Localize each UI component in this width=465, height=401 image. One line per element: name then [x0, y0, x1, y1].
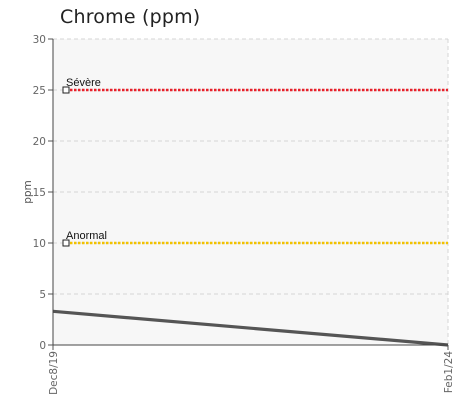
threshold-label: Anormal [66, 230, 107, 242]
chart-title: Chrome (ppm) [60, 6, 201, 28]
y-tick-label: 30 [33, 34, 46, 46]
y-tick-label: 25 [33, 85, 46, 97]
y-tick-label: 15 [33, 187, 46, 199]
threshold-label: Sévère [66, 77, 101, 89]
y-tick-label: 5 [39, 289, 46, 301]
threshold-marker [62, 239, 70, 247]
y-tick-label: 10 [33, 238, 46, 250]
y-axis-title: ppm [22, 180, 34, 204]
series-line [52, 309, 449, 347]
y-tick-label: 0 [39, 340, 46, 352]
x-tick-label: Feb1/24 [443, 351, 455, 393]
x-tick-label: Dec8/19 [48, 351, 60, 395]
y-tick-label: 20 [33, 136, 46, 148]
threshold-marker [62, 86, 70, 94]
